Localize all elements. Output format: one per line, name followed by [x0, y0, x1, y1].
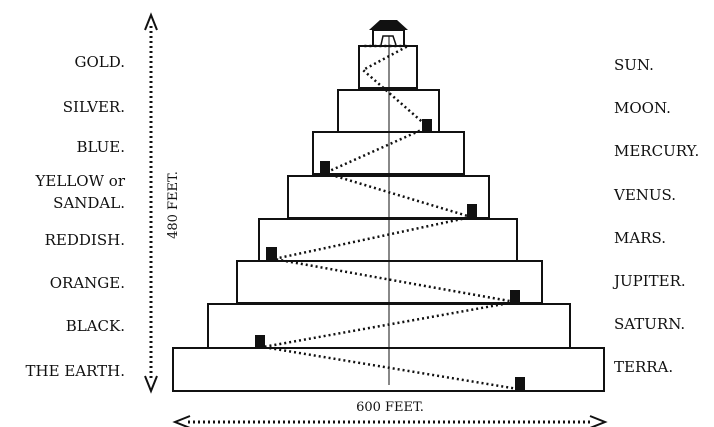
- width-label: 600 FEET.: [356, 400, 424, 415]
- right-label-mercury: MERCURY.: [614, 142, 699, 160]
- left-label-reddish: REDDISH.: [45, 231, 125, 249]
- left-label-silver: SILVER.: [63, 98, 125, 116]
- left-label-yellow: YELLOW or: [35, 172, 126, 190]
- left-label-earth: THE EARTH.: [26, 362, 125, 380]
- height-label: 480 FEET.: [166, 171, 181, 239]
- right-label-terra: TERRA.: [614, 358, 673, 376]
- ascent-path: [262, 44, 519, 391]
- right-label-venus: VENUS.: [613, 186, 676, 204]
- door-marker: [515, 377, 525, 391]
- right-labels: SUN. MOON. MERCURY. VENUS. MARS. JUPITER…: [612, 56, 699, 376]
- right-label-moon: MOON.: [614, 99, 671, 117]
- left-label-sandal: SANDAL.: [53, 194, 125, 212]
- left-label-orange: ORANGE.: [50, 274, 125, 292]
- door-marker: [467, 204, 477, 218]
- right-label-saturn: SATURN.: [614, 315, 685, 333]
- door-marker: [510, 290, 520, 304]
- right-label-jupiter: JUPITER.: [612, 272, 686, 290]
- left-label-black: BLACK.: [66, 317, 125, 335]
- left-label-gold: GOLD.: [74, 53, 125, 71]
- door-marker: [266, 247, 277, 261]
- door-marker: [320, 161, 330, 174]
- tier-1: [358, 45, 418, 89]
- height-dimension: 480 FEET.: [144, 12, 181, 394]
- door-marker: [255, 335, 265, 348]
- door-markers: [255, 119, 525, 391]
- tier-5: [258, 218, 518, 262]
- left-label-blue: BLUE.: [76, 138, 125, 156]
- width-dimension: 600 FEET.: [172, 400, 608, 427]
- door-marker: [422, 119, 432, 132]
- left-labels: GOLD. SILVER. BLUE. YELLOW or SANDAL. RE…: [26, 53, 126, 380]
- right-label-sun: SUN.: [614, 56, 654, 74]
- right-label-mars: MARS.: [614, 229, 666, 247]
